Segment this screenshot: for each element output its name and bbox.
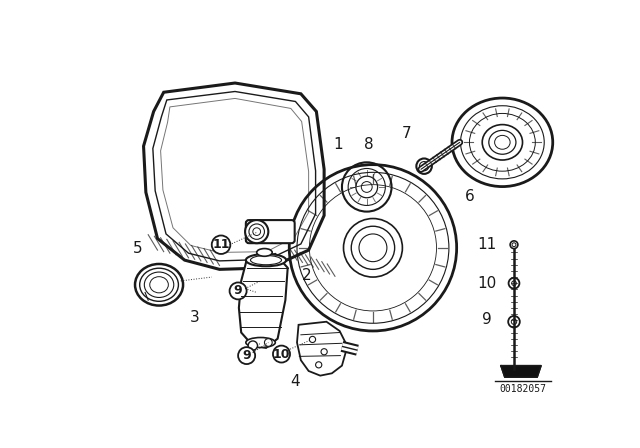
Polygon shape bbox=[239, 254, 288, 348]
Circle shape bbox=[230, 282, 246, 299]
Circle shape bbox=[510, 241, 518, 249]
Circle shape bbox=[238, 347, 255, 364]
Text: 4: 4 bbox=[291, 374, 300, 388]
Text: 10: 10 bbox=[273, 348, 291, 361]
Polygon shape bbox=[297, 322, 348, 375]
Text: 5: 5 bbox=[132, 241, 142, 256]
FancyBboxPatch shape bbox=[246, 220, 294, 243]
Circle shape bbox=[273, 345, 290, 362]
Text: 7: 7 bbox=[402, 125, 412, 141]
Ellipse shape bbox=[257, 249, 272, 256]
Circle shape bbox=[509, 278, 520, 289]
Ellipse shape bbox=[246, 254, 286, 266]
Circle shape bbox=[212, 236, 230, 254]
Ellipse shape bbox=[135, 264, 183, 306]
Circle shape bbox=[321, 349, 327, 355]
Text: 11: 11 bbox=[477, 237, 497, 252]
Text: 8: 8 bbox=[364, 137, 374, 152]
Circle shape bbox=[417, 159, 432, 174]
Text: 2: 2 bbox=[302, 268, 312, 283]
Text: 3: 3 bbox=[190, 310, 200, 325]
Circle shape bbox=[316, 362, 322, 368]
Text: 9: 9 bbox=[243, 349, 251, 362]
Text: 1: 1 bbox=[333, 137, 343, 152]
Ellipse shape bbox=[246, 337, 275, 348]
Polygon shape bbox=[501, 366, 541, 377]
Text: 9: 9 bbox=[482, 312, 492, 327]
Text: 11: 11 bbox=[212, 238, 230, 251]
Circle shape bbox=[248, 341, 257, 350]
Circle shape bbox=[264, 339, 272, 346]
Text: 6: 6 bbox=[465, 189, 475, 204]
Text: 00182057: 00182057 bbox=[500, 384, 547, 395]
Circle shape bbox=[245, 220, 268, 243]
Text: 9: 9 bbox=[234, 284, 243, 297]
Circle shape bbox=[309, 336, 316, 343]
Text: 10: 10 bbox=[477, 276, 497, 291]
Circle shape bbox=[508, 316, 520, 327]
